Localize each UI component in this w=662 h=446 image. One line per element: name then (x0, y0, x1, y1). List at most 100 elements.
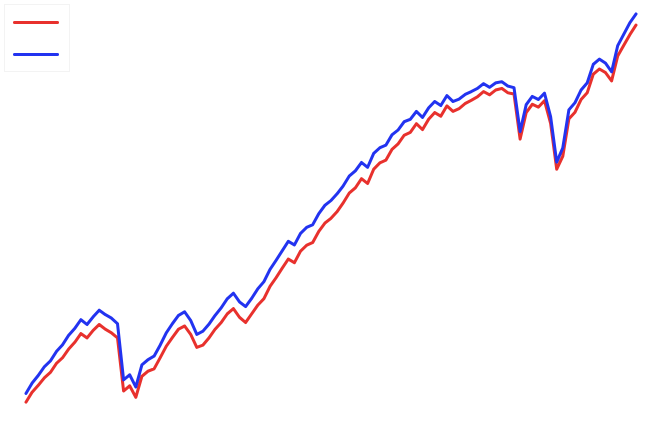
data-point (49, 359, 52, 363)
legend-entry-red (5, 13, 71, 33)
data-point (134, 385, 137, 389)
data-point (616, 54, 619, 58)
data-point (24, 400, 28, 404)
data-point (152, 354, 156, 358)
data-point (390, 133, 394, 136)
data-point (482, 82, 485, 85)
data-point (604, 71, 607, 74)
data-point (494, 81, 497, 85)
data-point (323, 221, 327, 225)
data-point (281, 267, 284, 270)
data-point (464, 102, 467, 105)
data-point (433, 111, 436, 114)
data-point (91, 315, 95, 319)
data-point (250, 297, 253, 300)
data-point (427, 118, 430, 121)
data-point (342, 201, 345, 205)
data-point (366, 182, 369, 185)
data-point (445, 104, 449, 108)
data-point (506, 91, 510, 95)
data-point (604, 61, 607, 65)
data-point (79, 318, 83, 321)
data-point (281, 249, 284, 252)
data-point (634, 12, 638, 16)
data-point (348, 174, 351, 178)
data-point (427, 106, 430, 110)
data-point (409, 118, 412, 121)
data-point (403, 120, 406, 123)
data-point (24, 392, 28, 395)
data-point (451, 100, 455, 103)
data-point (73, 327, 77, 330)
data-point (287, 257, 290, 261)
data-point (586, 81, 589, 85)
data-point (561, 146, 564, 149)
data-point (378, 146, 381, 149)
data-point (494, 88, 497, 92)
data-point (415, 122, 418, 125)
data-point (85, 323, 89, 326)
legend (4, 4, 70, 72)
data-point (537, 105, 540, 109)
data-point (415, 110, 418, 113)
data-point (592, 63, 595, 66)
data-point (451, 110, 455, 113)
data-point (274, 276, 278, 279)
data-point (445, 94, 449, 97)
data-point (573, 101, 577, 104)
data-point (152, 367, 156, 370)
data-point (470, 99, 473, 102)
data-point (201, 343, 205, 347)
data-point (177, 314, 180, 317)
series-line-blue (24, 12, 638, 395)
data-point (55, 350, 58, 353)
data-point (244, 321, 247, 324)
data-point (189, 319, 192, 322)
data-point (506, 84, 510, 88)
data-point (43, 365, 46, 368)
data-point (220, 306, 223, 309)
data-point (579, 98, 583, 101)
data-point (384, 143, 388, 147)
data-point (512, 86, 516, 89)
legend-swatch-red (13, 21, 59, 24)
data-point (384, 158, 388, 162)
data-point (335, 210, 339, 213)
data-point (396, 142, 400, 146)
series-red (24, 23, 638, 404)
data-point (256, 287, 259, 290)
data-point (311, 223, 314, 226)
data-point (305, 244, 308, 247)
data-point (464, 93, 467, 96)
legend-swatch-blue (13, 53, 59, 56)
data-point (110, 316, 113, 320)
data-point (207, 322, 211, 326)
data-point (439, 104, 442, 107)
data-point (274, 259, 278, 262)
data-point (79, 332, 83, 335)
data-point (195, 333, 198, 336)
data-point (43, 376, 46, 380)
data-point (610, 70, 613, 74)
data-point (421, 128, 424, 131)
data-point (67, 347, 70, 351)
data-point (128, 384, 131, 387)
data-point (146, 370, 150, 373)
data-point (30, 391, 34, 394)
data-point (85, 336, 89, 340)
data-point (390, 148, 394, 151)
data-point (98, 323, 101, 326)
data-point (500, 87, 503, 90)
data-point (476, 87, 479, 90)
data-point (518, 130, 522, 133)
data-point (403, 134, 406, 137)
data-point (226, 297, 229, 300)
data-point (573, 111, 577, 114)
data-point (104, 313, 107, 316)
data-point (622, 44, 625, 47)
data-point (457, 107, 461, 110)
data-point (555, 160, 558, 164)
data-point (37, 384, 40, 387)
data-point (37, 374, 40, 377)
